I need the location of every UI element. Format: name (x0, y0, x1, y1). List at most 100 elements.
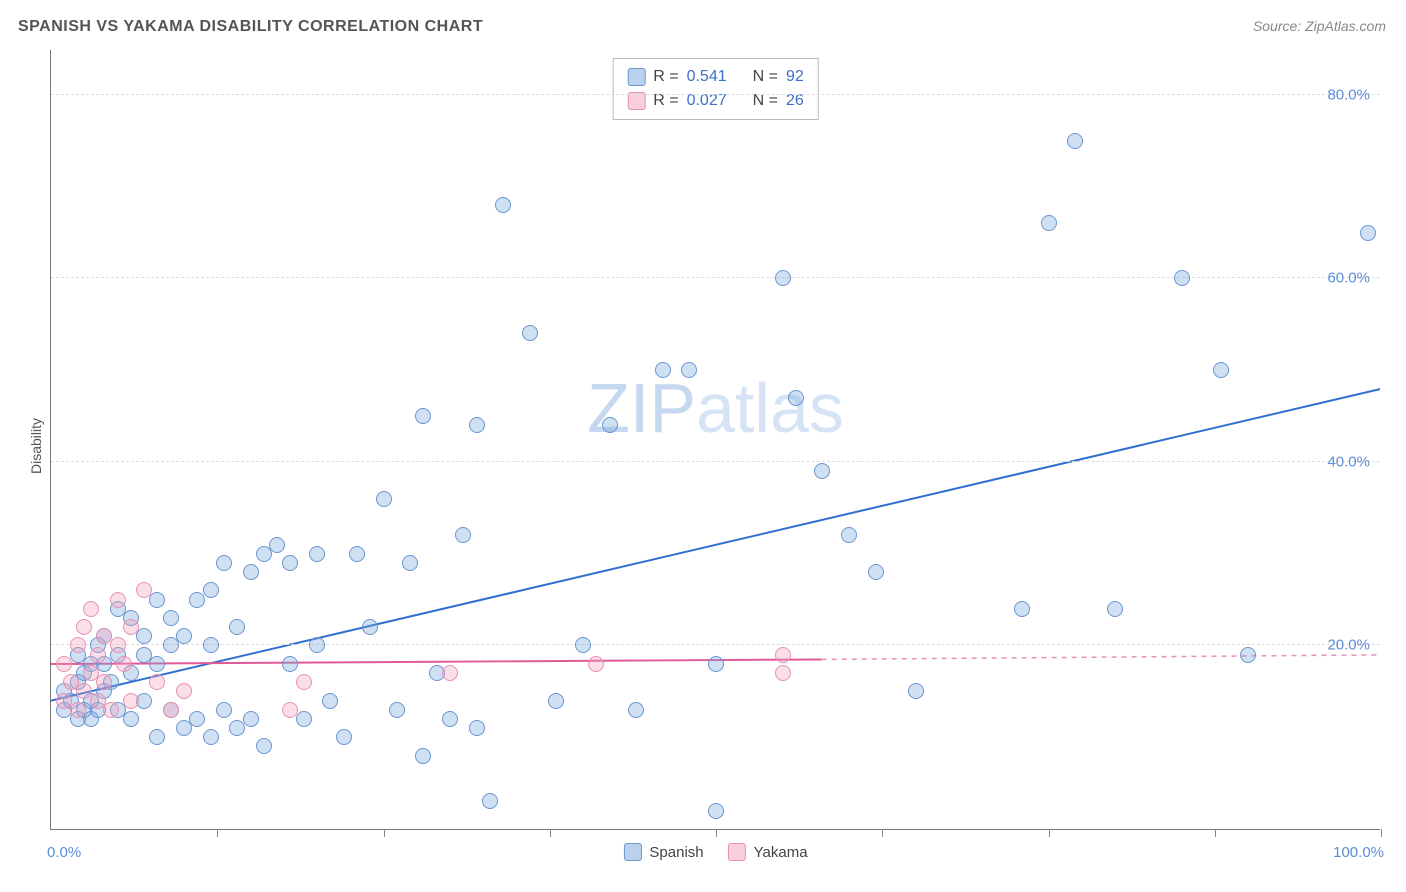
legend-swatch (627, 68, 645, 86)
data-point (149, 592, 165, 608)
r-label: R = (653, 65, 678, 89)
data-point (90, 647, 106, 663)
x-tick (1049, 829, 1050, 837)
legend-stats-row: R =0.027N =26 (627, 89, 804, 113)
data-point (349, 546, 365, 562)
chart-container: SPANISH VS YAKAMA DISABILITY CORRELATION… (0, 0, 1406, 892)
n-value: 26 (786, 89, 804, 113)
data-point (70, 637, 86, 653)
x-axis-min-label: 0.0% (47, 844, 81, 861)
data-point (149, 656, 165, 672)
data-point (309, 546, 325, 562)
data-point (522, 325, 538, 341)
data-point (455, 527, 471, 543)
data-point (176, 683, 192, 699)
data-point (282, 656, 298, 672)
data-point (103, 702, 119, 718)
data-point (389, 702, 405, 718)
source-label: Source: ZipAtlas.com (1253, 18, 1386, 34)
r-label: R = (653, 89, 678, 113)
legend-stats-row: R = 0.541 N = 92 (627, 65, 804, 89)
legend-label: Spanish (649, 844, 703, 861)
data-point (868, 564, 884, 580)
data-point (123, 693, 139, 709)
data-point (681, 362, 697, 378)
data-point (1213, 362, 1229, 378)
x-tick (1215, 829, 1216, 837)
data-point (123, 619, 139, 635)
y-tick-label: 40.0% (1327, 453, 1370, 470)
data-point (1107, 601, 1123, 617)
data-point (189, 711, 205, 727)
data-point (588, 656, 604, 672)
y-tick-label: 60.0% (1327, 270, 1370, 287)
legend-item: Spanish (623, 843, 703, 861)
data-point (136, 582, 152, 598)
legend-label: Yakama (754, 844, 808, 861)
chart-title: SPANISH VS YAKAMA DISABILITY CORRELATION… (18, 18, 483, 36)
data-point (376, 491, 392, 507)
data-point (203, 729, 219, 745)
y-tick-label: 80.0% (1327, 86, 1370, 103)
legend-swatch (623, 843, 641, 861)
data-point (216, 555, 232, 571)
data-point (56, 656, 72, 672)
data-point (602, 417, 618, 433)
data-point (336, 729, 352, 745)
watermark: ZIPatlas (587, 368, 844, 448)
x-tick (217, 829, 218, 837)
grid-line (51, 461, 1380, 462)
n-label: N = (753, 65, 778, 89)
data-point (123, 711, 139, 727)
data-point (775, 647, 791, 663)
legend-swatch (728, 843, 746, 861)
grid-line (51, 94, 1380, 95)
data-point (96, 674, 112, 690)
data-point (70, 702, 86, 718)
data-point (76, 619, 92, 635)
data-point (1174, 270, 1190, 286)
y-axis-label: Disability (28, 418, 44, 474)
data-point (1014, 601, 1030, 617)
n-value: 92 (786, 65, 804, 89)
data-point (495, 197, 511, 213)
data-point (442, 665, 458, 681)
data-point (243, 711, 259, 727)
data-point (163, 702, 179, 718)
data-point (548, 693, 564, 709)
data-point (482, 793, 498, 809)
data-point (1041, 215, 1057, 231)
data-point (1360, 225, 1376, 241)
data-point (243, 564, 259, 580)
data-point (575, 637, 591, 653)
data-point (216, 702, 232, 718)
x-tick (384, 829, 385, 837)
data-point (116, 656, 132, 672)
data-point (775, 270, 791, 286)
x-tick (550, 829, 551, 837)
bottom-legend: Spanish Yakama (623, 843, 807, 861)
data-point (282, 555, 298, 571)
legend-stats-box: R = 0.541 N = 92R =0.027N =26 (612, 58, 819, 120)
data-point (203, 582, 219, 598)
grid-line (51, 644, 1380, 645)
r-value: 0.541 (687, 65, 727, 89)
data-point (269, 537, 285, 553)
data-point (415, 408, 431, 424)
data-point (110, 592, 126, 608)
data-point (203, 637, 219, 653)
data-point (296, 674, 312, 690)
data-point (708, 803, 724, 819)
data-point (282, 702, 298, 718)
x-axis-max-label: 100.0% (1333, 844, 1384, 861)
data-point (309, 637, 325, 653)
data-point (176, 628, 192, 644)
y-tick-label: 20.0% (1327, 637, 1370, 654)
data-point (469, 720, 485, 736)
data-point (256, 738, 272, 754)
data-point (296, 711, 312, 727)
data-point (469, 417, 485, 433)
data-point (83, 601, 99, 617)
data-point (402, 555, 418, 571)
x-tick (882, 829, 883, 837)
